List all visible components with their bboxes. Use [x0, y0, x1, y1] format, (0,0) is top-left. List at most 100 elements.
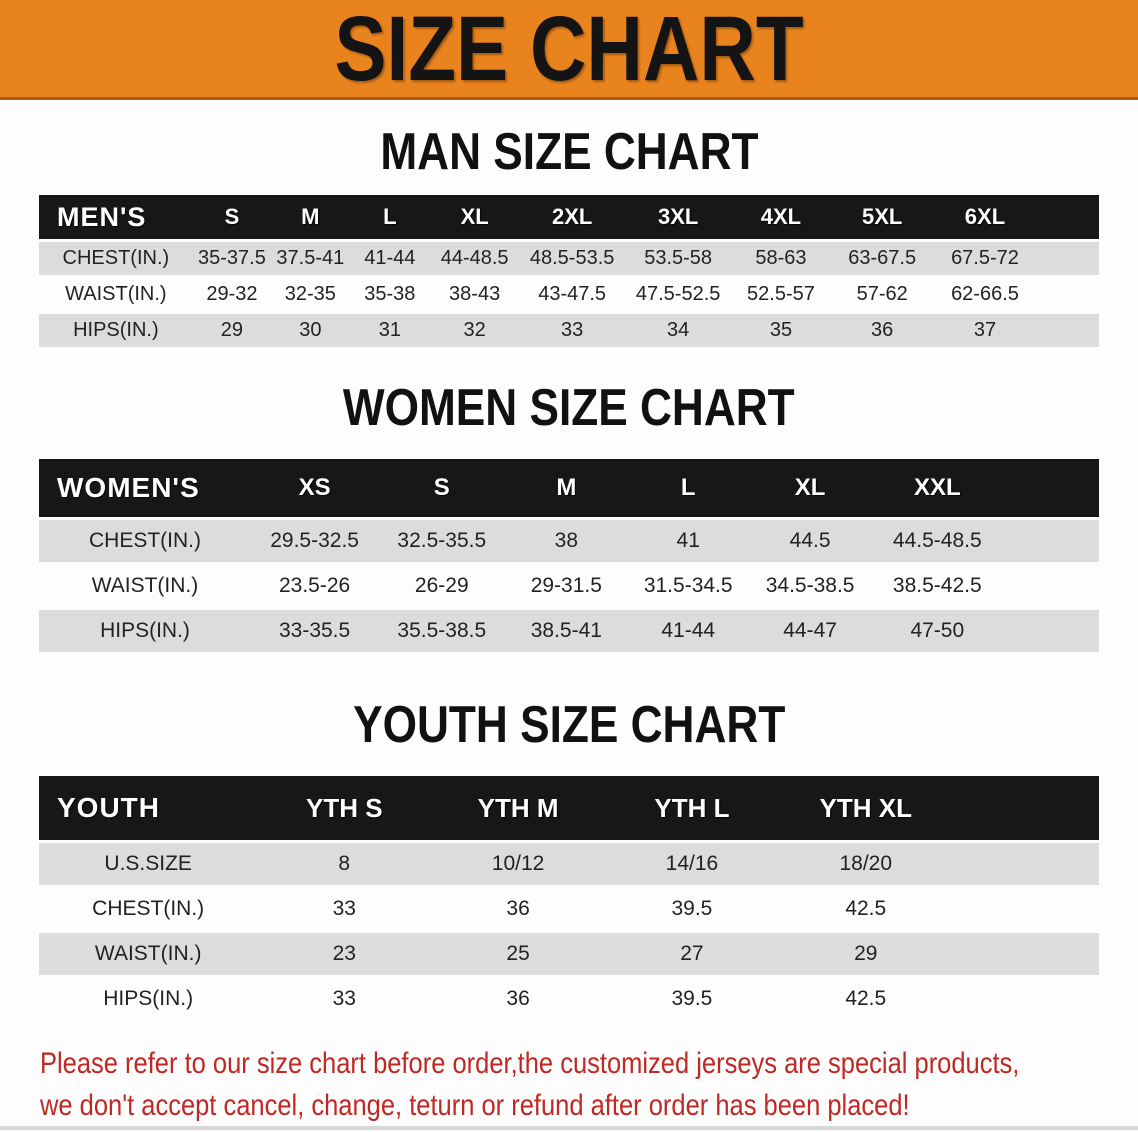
measure-value: 37.5-41	[276, 247, 345, 269]
youth-size-table: YOUTH YTH S YTH M YTH L YTH XL U.S.SIZE 8 10/12…	[39, 773, 1099, 1023]
measure-value: 35-38	[364, 283, 416, 305]
table-header-row: YOUTH YTH S YTH M YTH L YTH XL	[39, 776, 1099, 840]
measure-value: 23.5-26	[278, 574, 351, 597]
measure-value: 29.5-32.5	[270, 529, 359, 552]
measure-value: 38-43	[449, 283, 501, 305]
size-column-header: YTH XL	[819, 792, 912, 823]
measure-value: 10/12	[491, 852, 545, 875]
measure-value: 42.5	[845, 987, 887, 1010]
measure-value: 47.5-52.5	[635, 283, 721, 305]
measure-label: HIPS(IN.)	[103, 987, 194, 1010]
table-row: WAIST(IN.) 23 25 27 29	[39, 933, 1099, 975]
measure-value: 44-47	[783, 619, 837, 642]
measure-value: 8	[338, 852, 351, 875]
measure-value: 29	[220, 319, 244, 341]
measure-value: 36	[506, 897, 530, 920]
size-column-header: 2XL	[551, 204, 593, 229]
women-size-chart-title-text: WOMEN SIZE CHART	[343, 379, 795, 437]
table-row: CHEST(IN.) 35-37.5 37.5-41 41-44 44-48.5 48.5…	[39, 242, 1099, 275]
table-corner-label: WOMEN'S	[57, 472, 200, 503]
measure-value: 39.5	[671, 897, 713, 920]
filler-cell	[1004, 610, 1099, 652]
measure-value: 47-50	[910, 619, 965, 642]
size-column-header: 5XL	[861, 204, 903, 229]
measure-value: 53.5-58	[644, 247, 713, 269]
measure-value: 23	[332, 942, 356, 965]
table-header-row: WOMEN'S XS S M L XL XXL	[39, 459, 1099, 517]
measure-value: 36	[506, 987, 530, 1010]
measure-value: 27	[680, 942, 704, 965]
measure-value: 57-62	[856, 283, 908, 305]
table-corner-label: YOUTH	[57, 792, 160, 823]
size-column-header: M	[556, 474, 577, 501]
table-row: HIPS(IN.) 33 36 39.5 42.5	[39, 978, 1099, 1020]
size-column-header: 4XL	[760, 204, 802, 229]
measure-value: 37	[973, 319, 997, 341]
measure-label: WAIST(IN.)	[91, 574, 199, 597]
size-chart-banner: SIZE CHART	[0, 0, 1138, 100]
measure-value: 29	[854, 942, 878, 965]
filler-cell	[953, 843, 1099, 885]
measure-value: 42.5	[845, 897, 887, 920]
filler-cell	[953, 933, 1099, 975]
measure-value: 44.5-48.5	[892, 529, 982, 552]
measure-value: 25	[506, 942, 530, 965]
size-column-header: XS	[298, 474, 331, 501]
measure-value: 32-35	[284, 283, 336, 305]
order-policy-line-1: Please refer to our size chart before or…	[40, 1047, 1020, 1080]
measure-value: 35	[769, 319, 793, 341]
filler-cell	[1036, 242, 1099, 275]
youth-size-chart-title-text: YOUTH SIZE CHART	[352, 696, 786, 754]
women-size-chart-title: WOMEN SIZE CHART	[0, 382, 1138, 434]
measure-label: HIPS(IN.)	[73, 319, 159, 341]
table-header-row: MEN'S S M L XL 2XL 3XL 4XL 5XL 6XL	[39, 195, 1099, 239]
size-column-header: 6XL	[964, 204, 1006, 229]
men-size-table: MEN'S S M L XL 2XL 3XL 4XL 5XL 6XL CHEST(IN.) 35-37…	[39, 192, 1099, 350]
measure-value: 41	[676, 529, 700, 552]
measure-value: 48.5-53.5	[529, 247, 615, 269]
table-row: WAIST(IN.) 23.5-26 26-29 29-31.5 31.5-34.5 34…	[39, 565, 1099, 607]
measure-value: 33	[561, 319, 584, 341]
measure-value: 32.5-35.5	[397, 529, 487, 552]
bottom-divider	[0, 1126, 1138, 1130]
filler-cell	[953, 888, 1099, 930]
measure-value: 41-44	[661, 619, 716, 642]
measure-value: 35.5-38.5	[397, 619, 487, 642]
measure-value: 18/20	[839, 852, 893, 875]
size-column-header: 3XL	[657, 204, 699, 229]
measure-value: 14/16	[665, 852, 719, 875]
size-column-header: M	[301, 204, 320, 229]
filler-cell	[953, 978, 1099, 1020]
measure-value: 67.5-72	[951, 247, 1019, 269]
filler-cell	[1036, 195, 1099, 239]
measure-label: CHEST(IN.)	[62, 247, 170, 269]
order-policy-note: Please refer to our size chart before or…	[40, 1043, 1138, 1127]
filler-cell	[1004, 459, 1099, 517]
order-policy-line-2: we don't accept cancel, change, teturn o…	[40, 1089, 910, 1122]
measure-value: 33	[332, 897, 356, 920]
measure-value: 41-44	[364, 247, 416, 269]
size-column-header: XL	[460, 204, 489, 229]
man-size-chart-title: MAN SIZE CHART	[0, 126, 1138, 178]
size-column-header: XL	[794, 474, 826, 501]
filler-cell	[953, 776, 1099, 840]
measure-value: 31	[378, 319, 401, 341]
size-column-header: YTH S	[305, 792, 383, 823]
table-row: HIPS(IN.) 29 30 31 32 33 34 35 36 37	[39, 314, 1099, 347]
youth-size-chart-title: YOUTH SIZE CHART	[0, 699, 1138, 751]
measure-value: 30	[299, 319, 322, 341]
table-row: WAIST(IN.) 29-32 32-35 35-38 38-43 43-47.5 47.…	[39, 278, 1099, 311]
measure-value: 35-37.5	[197, 247, 266, 269]
filler-cell	[1004, 565, 1099, 607]
measure-value: 58-63	[755, 247, 807, 269]
women-size-table: WOMEN'S XS S M L XL XXL CHEST(IN.) 29.5-32.5 32.5…	[39, 456, 1099, 655]
measure-value: 44.5	[789, 529, 831, 552]
size-column-header: S	[224, 204, 240, 229]
measure-value: 63-67.5	[848, 247, 917, 269]
measure-label: U.S.SIZE	[104, 852, 192, 875]
measure-label: WAIST(IN.)	[94, 942, 202, 965]
size-column-header: L	[680, 474, 696, 501]
measure-label: WAIST(IN.)	[65, 283, 167, 305]
measure-value: 33-35.5	[278, 619, 351, 642]
